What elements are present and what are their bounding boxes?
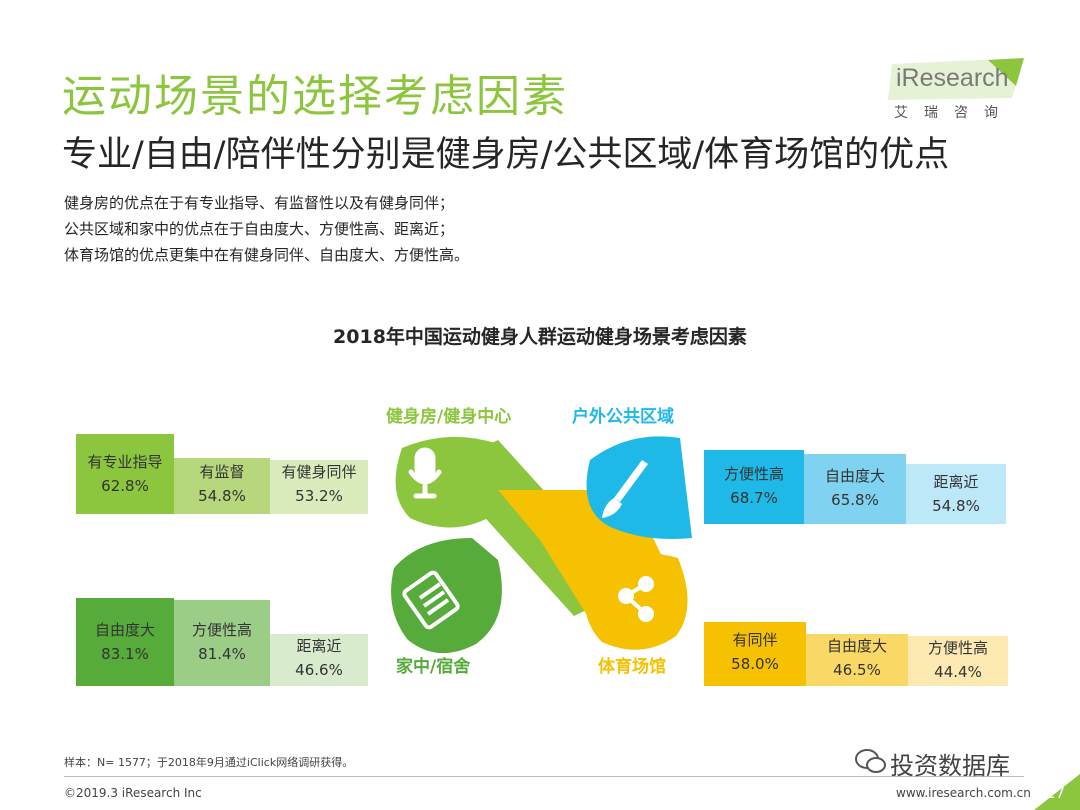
microphone-icon	[408, 447, 442, 499]
factor-value: 81.4%	[198, 645, 246, 663]
stadium-blob	[584, 552, 688, 650]
factor-value: 44.4%	[934, 663, 982, 681]
home-factor-2: 方便性高 81.4%	[174, 600, 270, 686]
description: 健身房的优点在于有专业指导、有监督性以及有健身同伴； 公共区域和家中的优点在于自…	[64, 190, 469, 268]
outdoor-factor-2: 自由度大 65.8%	[804, 454, 906, 524]
description-line: 公共区域和家中的优点在于自由度大、方便性高、距离近；	[64, 220, 455, 238]
factor-value: 54.8%	[932, 497, 980, 515]
factor-label: 距离近	[933, 473, 979, 491]
label-gym: 健身房/健身中心	[386, 407, 512, 427]
factor-label: 有健身同伴	[281, 463, 357, 481]
page-subtitle: 专业/自由/陪伴性分别是健身房/公共区域/体育场馆的优点	[62, 135, 950, 175]
gym-factor-3: 有健身同伴 53.2%	[270, 460, 368, 514]
share-icon	[618, 576, 654, 622]
factor-value: 62.8%	[101, 477, 149, 495]
paintbrush-icon	[602, 460, 648, 518]
description-line: 体育场馆的优点更集中在有健身同伴、自由度大、方便性高。	[64, 246, 470, 264]
page-corner-icon	[1034, 774, 1080, 810]
home-blob	[391, 538, 502, 654]
factor-value: 46.5%	[833, 661, 881, 679]
center-graphic	[391, 436, 692, 654]
factor-value: 53.2%	[295, 487, 343, 505]
logo-wordmark: iResearch	[896, 64, 1009, 92]
copyright: ©2019.3 iResearch Inc	[64, 786, 202, 800]
outdoor-factor-1: 方便性高 68.7%	[704, 450, 804, 524]
footer-divider	[64, 776, 1024, 777]
factor-value: 83.1%	[101, 645, 149, 663]
iresearch-logo: iResearch 艾瑞咨询	[888, 58, 1028, 124]
factor-value: 65.8%	[831, 491, 879, 509]
factor-label: 自由度大	[826, 637, 887, 655]
logo-banner-icon	[888, 58, 1024, 100]
factor-value: 46.6%	[295, 661, 343, 679]
home-factor-1: 自由度大 83.1%	[76, 598, 174, 686]
factor-label: 有专业指导	[87, 453, 163, 471]
stadium-factor-3: 方便性高 44.4%	[908, 636, 1008, 686]
label-home: 家中/宿舍	[396, 657, 471, 677]
gym-factor-1: 有专业指导 62.8%	[76, 434, 174, 514]
gym-factor-2: 有监督 54.8%	[174, 458, 270, 514]
outdoor-factor-3: 距离近 54.8%	[906, 464, 1006, 524]
factor-value: 54.8%	[198, 487, 246, 505]
factor-label: 距离近	[296, 637, 342, 655]
label-outdoor: 户外公共区域	[572, 407, 674, 427]
factor-label: 自由度大	[824, 467, 885, 485]
website: www.iresearch.com.cn	[896, 786, 1031, 800]
factor-label: 方便性高	[927, 639, 988, 657]
document-icon	[402, 570, 460, 630]
factor-value: 68.7%	[730, 489, 778, 507]
home-factor-3: 距离近 46.6%	[270, 634, 368, 686]
diagram-title: 2018年中国运动健身人群运动健身场景考虑因素	[333, 326, 747, 348]
description-line: 健身房的优点在于有专业指导、有监督性以及有健身同伴；	[64, 194, 455, 212]
page-title: 运动场景的选择考虑因素	[62, 71, 568, 122]
page-number: 27	[1046, 784, 1066, 802]
stadium-factor-2: 自由度大 46.5%	[806, 634, 908, 686]
wechat-icon	[855, 749, 886, 773]
stadium-factor-1: 有同伴 58.0%	[704, 622, 806, 686]
factor-label: 方便性高	[191, 621, 252, 639]
watermark-text: 投资数据库	[890, 752, 1010, 780]
logo-chinese: 艾瑞咨询	[894, 105, 1014, 121]
gym-blob	[395, 436, 498, 528]
factor-label: 方便性高	[723, 465, 784, 483]
factor-value: 58.0%	[731, 655, 779, 673]
sample-footnote: 样本：N= 1577；于2018年9月通过iClick网络调研获得。	[64, 756, 354, 769]
label-stadium: 体育场馆	[598, 657, 666, 677]
factor-label: 自由度大	[94, 621, 155, 639]
factor-label: 有同伴	[732, 631, 778, 649]
factor-label: 有监督	[199, 463, 245, 481]
